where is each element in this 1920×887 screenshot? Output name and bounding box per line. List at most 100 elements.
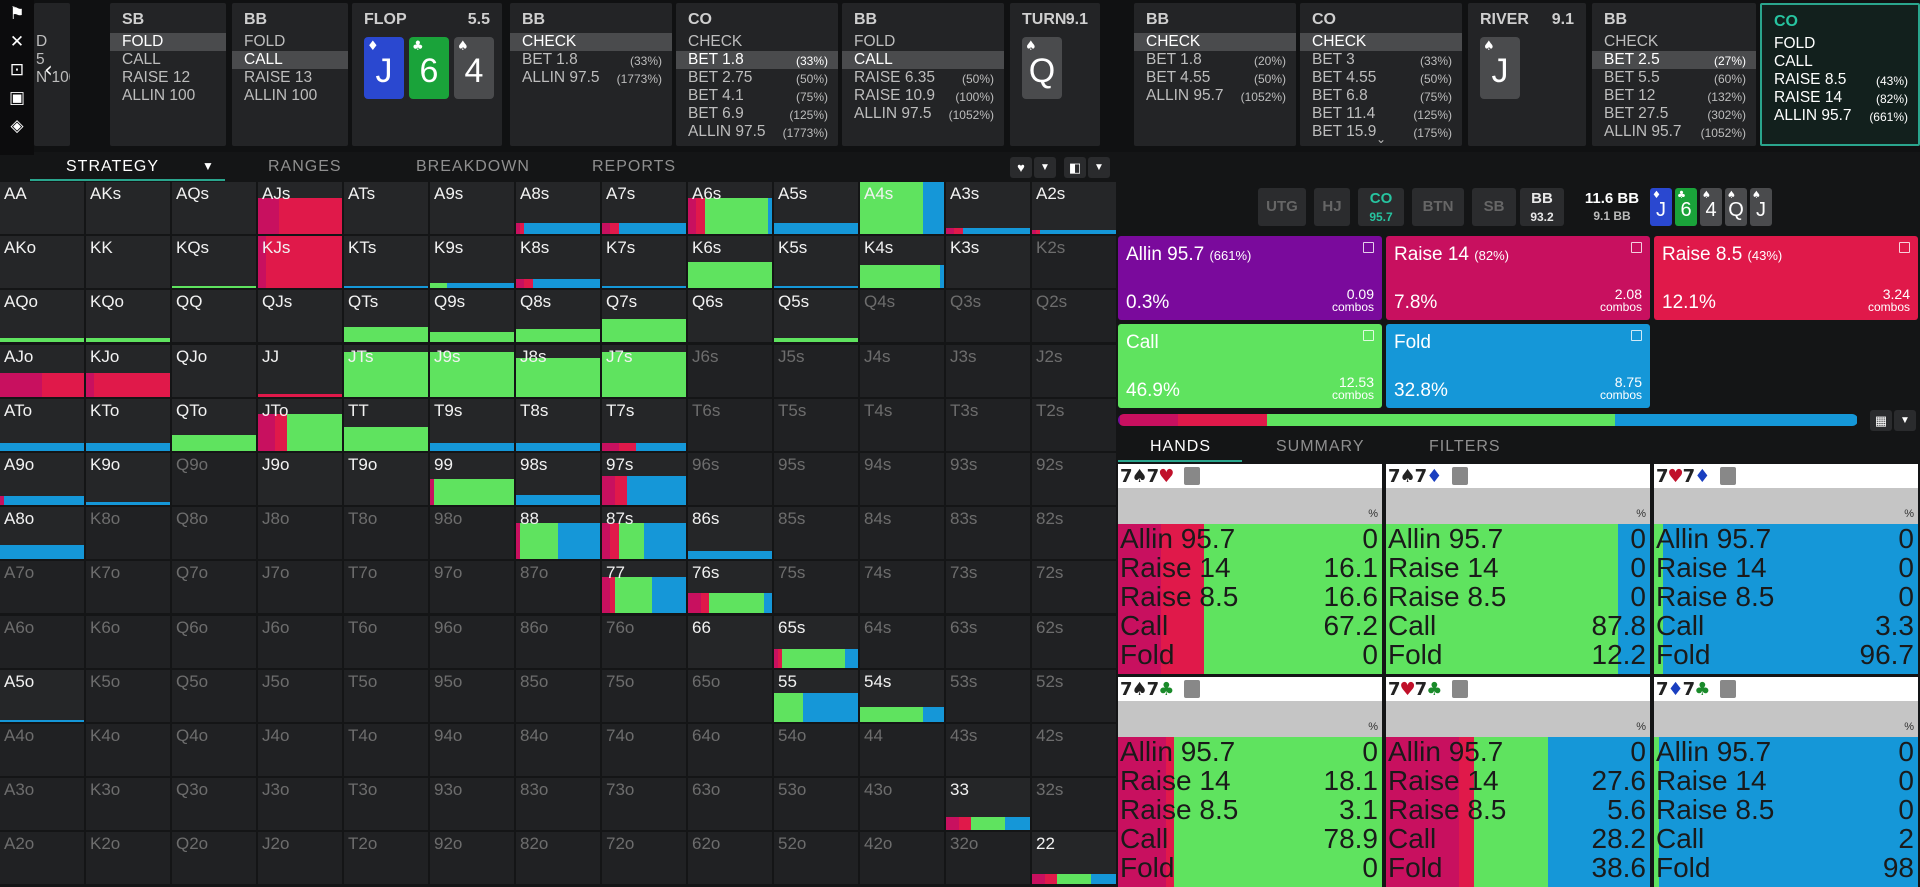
hand-cell[interactable]: 76s: [688, 561, 772, 614]
history-action[interactable]: D: [36, 33, 48, 50]
hand-cell[interactable]: KQs: [172, 236, 256, 289]
history-action[interactable]: RAISE 14 (82%): [1774, 89, 1908, 106]
hand-cell[interactable]: 83s: [946, 507, 1030, 560]
chevron-down-icon[interactable]: ▼: [1088, 157, 1110, 178]
hand-cell[interactable]: J6o: [258, 615, 342, 668]
hand-cell[interactable]: Q3o: [172, 778, 256, 831]
history-column-5[interactable]: CO CHECK BET 1.8 (33%) BET 2.75 (50%) BET 4.1(…: [676, 3, 838, 146]
hand-cell[interactable]: AQo: [0, 290, 84, 343]
shield-icon[interactable]: [1720, 680, 1736, 698]
history-action[interactable]: CHECK: [1300, 33, 1462, 51]
history-action[interactable]: FOLD: [1774, 35, 1816, 52]
hand-cell[interactable]: T9s: [430, 398, 514, 451]
hand-cell[interactable]: 85o: [516, 669, 600, 722]
hand-cell[interactable]: K9o: [86, 453, 170, 505]
tab-filters[interactable]: FILTERS: [1429, 438, 1501, 455]
hand-cell[interactable]: KJs: [258, 236, 342, 289]
hand-cell[interactable]: 97o: [430, 561, 514, 614]
history-action[interactable]: CALL: [1774, 53, 1813, 70]
hand-cell[interactable]: 72o: [602, 832, 686, 885]
combo-card[interactable]: 7♦7♣% Allin 95.7 0 Raise 14 0 Raise 8.5 0 Call 2…: [1654, 677, 1918, 887]
hand-cell[interactable]: 98o: [430, 507, 514, 560]
hand-cell[interactable]: 44: [860, 724, 944, 776]
hand-cell[interactable]: AJs: [258, 182, 342, 234]
hand-cell[interactable]: Q7o: [172, 561, 256, 614]
history-action[interactable]: CALL: [122, 51, 161, 68]
hand-cell[interactable]: K8o: [86, 507, 170, 560]
hand-cell[interactable]: 87s: [602, 507, 686, 560]
hand-cell[interactable]: Q3s: [946, 290, 1030, 343]
history-action[interactable]: BET 2.75 (50%): [688, 69, 828, 86]
hand-cell[interactable]: 64s: [860, 615, 944, 668]
hand-cell[interactable]: 54s: [860, 669, 944, 722]
hand-cell[interactable]: JJ: [258, 344, 342, 397]
hand-cell[interactable]: J4o: [258, 724, 342, 776]
hand-cell[interactable]: 55: [774, 669, 858, 722]
hand-cell[interactable]: 74o: [602, 724, 686, 776]
hand-cell[interactable]: T6s: [688, 398, 772, 451]
history-action[interactable]: BET 6.9 (125%): [688, 105, 828, 122]
history-column-6[interactable]: BB FOLD CALL RAISE 6.35 (50%) RAISE 10.9 (100%…: [842, 3, 1004, 146]
tab-ranges[interactable]: RANGES: [268, 158, 342, 175]
hand-cell[interactable]: K6s: [688, 236, 772, 289]
hand-cell[interactable]: 32s: [1032, 778, 1116, 831]
tab-reports[interactable]: REPORTS: [592, 158, 677, 175]
tab-strategy[interactable]: STRATEGY: [66, 158, 160, 175]
screenshot-icon[interactable]: ⊡: [9, 60, 25, 80]
hand-cell[interactable]: 93o: [430, 778, 514, 831]
scroll-down-icon[interactable]: ⌄: [1375, 132, 1387, 146]
hand-cell[interactable]: A3s: [946, 182, 1030, 234]
chevron-down-icon[interactable]: ▼: [1034, 157, 1056, 178]
action-box-allin[interactable]: Allin 95.7 (661%) 0.3% 0.09 combos: [1118, 236, 1382, 320]
position-co[interactable]: CO 95.7: [1358, 188, 1404, 226]
history-action[interactable]: ALLIN 95.7 (661%): [1774, 107, 1908, 124]
history-action[interactable]: FOLD: [854, 33, 896, 50]
history-action[interactable]: ALLIN 100: [122, 87, 196, 104]
shield-icon[interactable]: [1720, 467, 1736, 485]
history-action[interactable]: BET 2.5 (27%): [1592, 51, 1756, 69]
history-action[interactable]: BET 27.5 (302%): [1604, 105, 1746, 122]
hand-cell[interactable]: 92o: [430, 832, 514, 885]
history-action[interactable]: BET 1.8 (20%): [1146, 51, 1286, 68]
hand-cell[interactable]: TT: [344, 398, 428, 451]
hand-cell[interactable]: 75s: [774, 561, 858, 614]
hand-cell[interactable]: J9s: [430, 344, 514, 397]
hand-cell[interactable]: QJs: [258, 290, 342, 343]
history-action[interactable]: ALLIN 97.5 (1773%): [688, 123, 828, 140]
hand-cell[interactable]: T8o: [344, 507, 428, 560]
hand-cell[interactable]: 82o: [516, 832, 600, 885]
hand-cell[interactable]: T6o: [344, 615, 428, 668]
history-action[interactable]: CHECK: [510, 33, 672, 51]
hand-cell[interactable]: J5o: [258, 669, 342, 722]
shield-icon[interactable]: [1452, 680, 1468, 698]
tab-summary[interactable]: SUMMARY: [1276, 438, 1365, 455]
tab-hands[interactable]: HANDS: [1150, 438, 1212, 455]
hand-cell[interactable]: AKs: [86, 182, 170, 234]
hand-cell[interactable]: T4o: [344, 724, 428, 776]
action-box-raise[interactable]: Raise 14 (82%) 7.8% 2.08 combos: [1386, 236, 1650, 320]
position-hj[interactable]: HJ: [1314, 188, 1350, 226]
hand-cell[interactable]: J2o: [258, 832, 342, 885]
hand-cell[interactable]: A2s: [1032, 182, 1116, 234]
hand-cell[interactable]: KJo: [86, 344, 170, 397]
hand-cell[interactable]: 65o: [688, 669, 772, 722]
hand-cell[interactable]: 94s: [860, 453, 944, 505]
history-action[interactable]: CALL: [842, 51, 1004, 69]
heart-icon[interactable]: ♥: [1010, 157, 1032, 178]
hand-cell[interactable]: 98s: [516, 453, 600, 505]
hand-cell[interactable]: 96s: [688, 453, 772, 505]
history-action[interactable]: 5: [36, 51, 45, 68]
hand-cell[interactable]: 32o: [946, 832, 1030, 885]
hand-cell[interactable]: 76o: [602, 615, 686, 668]
history-column-2[interactable]: BB FOLD CALL RAISE 13 ALLIN 100: [232, 3, 348, 146]
action-box-fold[interactable]: Fold 32.8% 8.75 combos: [1386, 324, 1650, 408]
hand-cell[interactable]: Q5o: [172, 669, 256, 722]
history-action[interactable]: N 100: [36, 69, 70, 86]
note-icon[interactable]: [1899, 242, 1910, 253]
hand-cell[interactable]: 43o: [860, 778, 944, 831]
history-action[interactable]: BET 5.5 (60%): [1604, 69, 1746, 86]
hand-cell[interactable]: J2s: [1032, 344, 1116, 397]
hand-cell[interactable]: 93s: [946, 453, 1030, 505]
chevron-down-icon[interactable]: ▼: [1894, 410, 1916, 431]
close-icon[interactable]: ✕: [9, 32, 25, 52]
